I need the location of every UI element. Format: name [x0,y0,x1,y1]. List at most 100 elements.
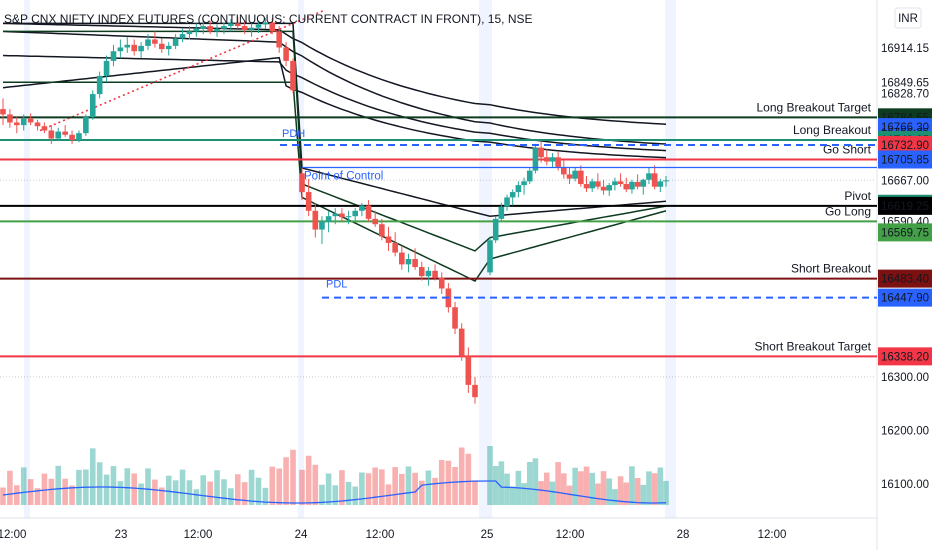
candle-body [96,75,103,95]
volume-bar [299,469,305,505]
volume-bar [359,472,365,505]
price-tag: 16914.15 [881,43,929,55]
level-label: Long Breakout Target [756,100,871,114]
candle-body [34,122,41,127]
price-tag: 16849.65 [881,77,929,89]
volume-bar [48,478,55,505]
band-line [3,22,667,217]
time-tick: 12:00 [556,529,585,541]
candle-body [276,31,282,48]
volume-bar [629,466,635,505]
candle-body [7,114,13,123]
volume-bar [241,482,248,505]
candle-body [186,31,193,35]
volume-bar [159,487,165,505]
volume-bar [566,485,573,505]
annotations: PDH Point of Control PDL [280,128,877,299]
session-highlight [298,0,304,518]
candle-body [612,181,618,186]
price-tag: 16100.00 [881,479,929,491]
candle-body [221,26,227,29]
volume-bar [392,467,398,505]
time-tick: 12:00 [366,529,395,541]
candle-body [103,60,110,76]
volume-bar [492,466,499,505]
candle-body [583,184,590,189]
price-tag: 16483.40 [881,274,929,286]
volume-bar [152,479,158,505]
volume-bar [283,457,289,505]
candle-body [69,134,75,141]
trend-line [39,9,326,132]
volume-bar [379,469,385,505]
volume-bar [138,483,144,505]
candle-body [405,259,412,265]
price-tag-bg [878,347,932,366]
candle-body [89,94,96,118]
grid [0,0,878,550]
volume-bar [214,470,220,505]
candle-body [207,26,213,32]
price-tag: 16569.75 [881,227,929,239]
candle-body [555,157,561,167]
candle-body [498,206,505,219]
volume-bar [663,480,669,505]
candle-body [339,213,345,218]
candle-body [472,384,478,398]
volume-bar [62,478,68,505]
volume-bar [186,480,193,505]
candle-body [27,118,34,123]
session-highlight [665,0,676,518]
candle-body [214,28,220,32]
price-tag: 16200.00 [881,425,929,437]
volume-bar [521,483,527,505]
volume-bar [145,468,151,505]
volume-average-line [2,480,667,504]
candle-body [452,307,458,329]
candle-body [438,277,445,289]
candle-body [561,166,567,175]
volume-bar [498,461,505,505]
price-axis: 16914.1516849.6516828.7016784.5516766.30… [878,43,932,491]
session-highlight [479,0,492,518]
candle-body [62,131,68,135]
volume-bar [305,455,312,505]
candle-body [159,43,165,50]
spacer [0,114,876,162]
poc-label: Point of Control [304,170,383,182]
candle-body [124,44,131,48]
candle-body [458,328,465,356]
volume-bar [312,464,319,505]
volume-bar [583,466,590,505]
candle-body [76,133,82,141]
volume-bar [543,472,550,505]
price-tag: 16667.00 [881,175,929,187]
candle-body [41,126,48,131]
candle-body [290,60,296,91]
candle-body [325,216,332,222]
candle-body [629,181,635,190]
time-tick: 24 [295,529,308,541]
volume-bar [69,485,75,505]
volume-bar [20,467,27,505]
volume-bar [110,466,117,505]
candle-body [48,130,55,139]
volume-bar [385,484,392,505]
candle-body [179,34,186,39]
volume-bar [325,473,332,505]
candle-body [566,174,573,179]
volume-bar [0,487,6,505]
currency-badge[interactable] [894,7,922,29]
volume-bar [617,476,624,505]
candle-body [572,170,578,179]
candle-body [617,181,624,185]
candle-body [465,355,472,385]
volume-bar [207,481,213,505]
candle-body [589,181,595,189]
candle-body [200,26,207,29]
volume-bar [165,475,172,505]
volume-bar [465,453,472,505]
volume-bar [365,473,372,505]
